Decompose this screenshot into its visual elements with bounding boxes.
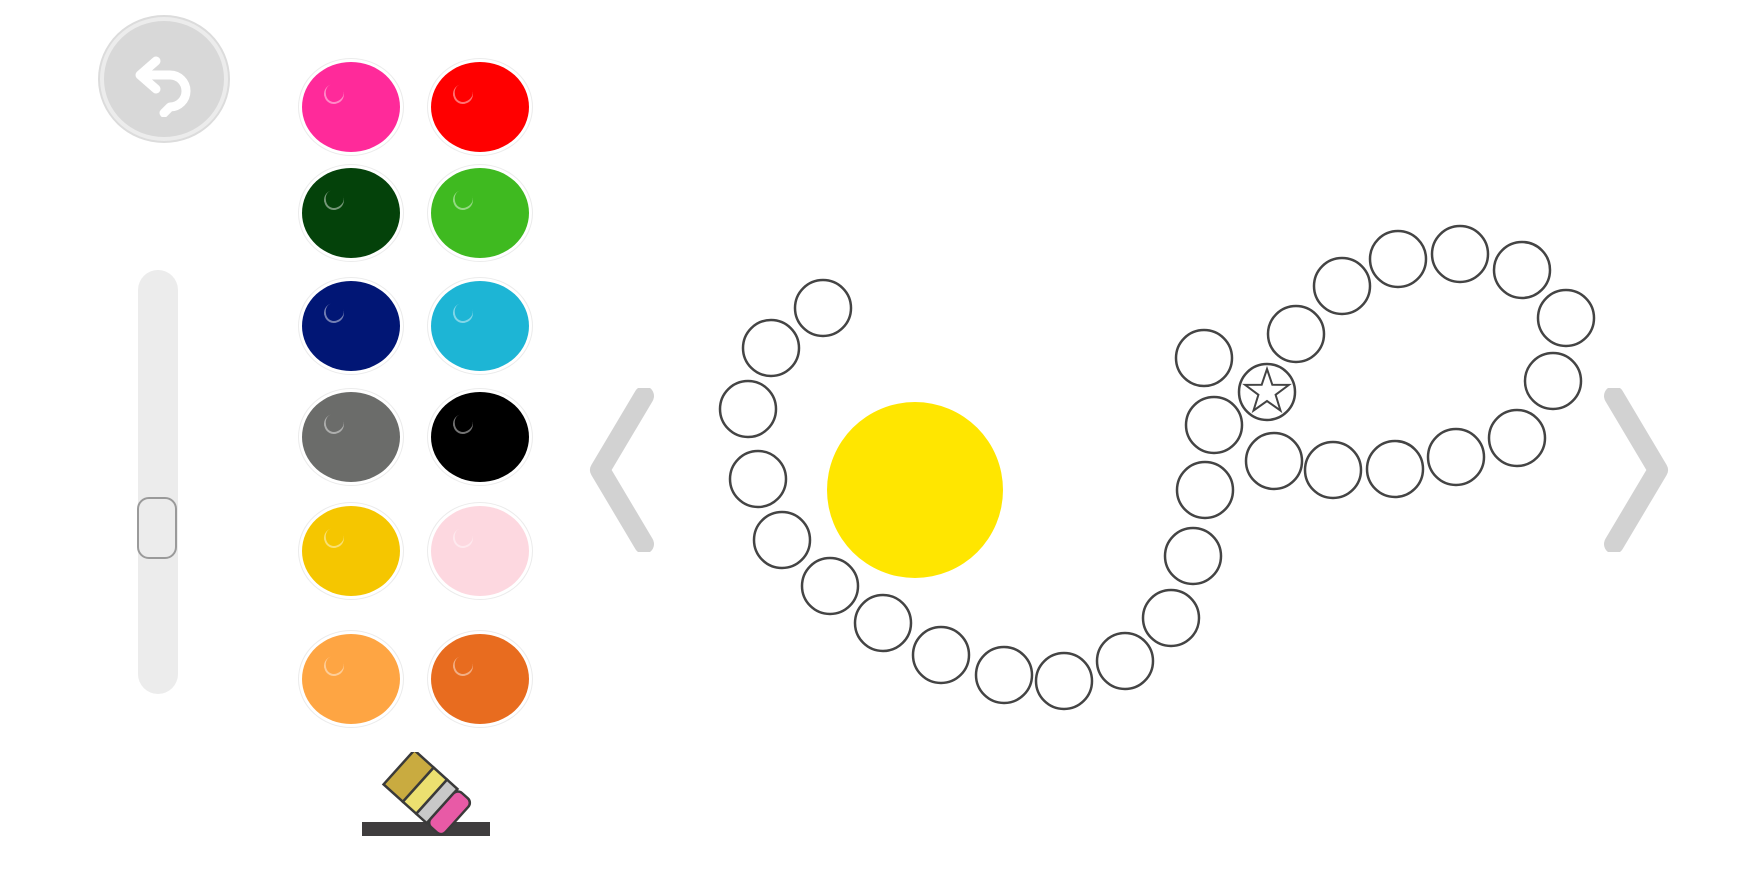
coloring-canvas[interactable] [700, 200, 1620, 740]
path-dot[interactable] [1163, 526, 1223, 586]
path-dot[interactable] [1175, 460, 1235, 520]
color-swatch-red[interactable] [431, 62, 529, 152]
color-swatch-green[interactable] [431, 168, 529, 258]
start-dot[interactable] [1237, 362, 1297, 422]
path-dot[interactable] [1368, 229, 1428, 289]
path-dot[interactable] [1430, 224, 1490, 284]
path-dot[interactable] [1141, 588, 1201, 648]
path-dot[interactable] [728, 449, 788, 509]
chevron-right-icon [1604, 388, 1668, 552]
color-swatch-light-orange[interactable] [302, 634, 400, 724]
path-dot[interactable] [718, 379, 778, 439]
eraser-icon [362, 748, 490, 836]
sun-shape[interactable] [827, 402, 1003, 578]
prev-page-button[interactable] [586, 388, 658, 552]
path-dot[interactable] [793, 278, 853, 338]
color-swatch-navy[interactable] [302, 281, 400, 371]
eraser-button[interactable] [356, 748, 496, 844]
color-swatch-dark-green[interactable] [302, 168, 400, 258]
color-swatch-gray[interactable] [302, 392, 400, 482]
next-page-button[interactable] [1600, 388, 1672, 552]
color-swatch-cyan[interactable] [431, 281, 529, 371]
path-dot[interactable] [1487, 408, 1547, 468]
path-dot[interactable] [853, 593, 913, 653]
color-swatch-gold[interactable] [302, 506, 400, 596]
path-dot[interactable] [1426, 427, 1486, 487]
chevron-left-icon [590, 388, 654, 552]
path-dot[interactable] [1365, 439, 1425, 499]
path-dot[interactable] [1034, 651, 1094, 711]
color-swatch-black[interactable] [431, 392, 529, 482]
path-dot[interactable] [1174, 328, 1234, 388]
star-icon [1242, 365, 1292, 414]
path-dot[interactable] [1492, 240, 1552, 300]
color-swatch-orange[interactable] [431, 634, 529, 724]
path-dot[interactable] [800, 556, 860, 616]
path-dot[interactable] [741, 318, 801, 378]
path-dot[interactable] [1095, 631, 1155, 691]
brush-size-slider-thumb[interactable] [137, 497, 177, 559]
color-swatch-light-pink[interactable] [431, 506, 529, 596]
path-dot[interactable] [1184, 395, 1244, 455]
dot-path [718, 224, 1596, 711]
path-dot[interactable] [1244, 431, 1304, 491]
path-dot[interactable] [1523, 351, 1583, 411]
color-swatch-pink[interactable] [302, 62, 400, 152]
path-dot[interactable] [911, 625, 971, 685]
path-dot[interactable] [1266, 304, 1326, 364]
undo-button[interactable] [100, 17, 228, 141]
undo-arrow-icon [135, 56, 191, 117]
path-dot[interactable] [1536, 288, 1596, 348]
path-dot[interactable] [752, 510, 812, 570]
path-dot[interactable] [974, 645, 1034, 705]
path-dot[interactable] [1312, 256, 1372, 316]
path-dot[interactable] [1303, 440, 1363, 500]
brush-size-slider-track[interactable] [138, 270, 178, 694]
